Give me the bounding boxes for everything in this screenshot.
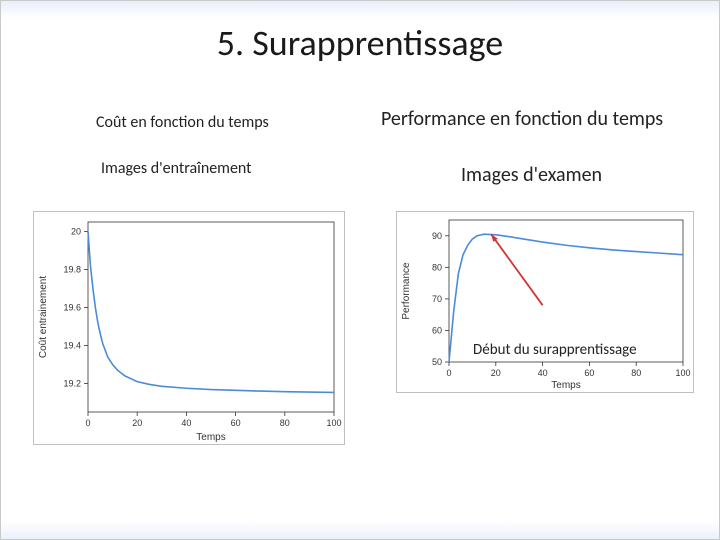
svg-text:80: 80 — [631, 368, 641, 378]
svg-text:40: 40 — [181, 418, 191, 428]
svg-text:90: 90 — [432, 231, 442, 241]
slide: 5. Surapprentissage Coût en fonction du … — [0, 0, 720, 540]
svg-text:Performance: Performance — [401, 262, 412, 320]
subtitle-exam-images: Images d'examen — [461, 163, 602, 187]
svg-text:20: 20 — [491, 368, 501, 378]
svg-text:100: 100 — [326, 418, 341, 428]
svg-text:80: 80 — [280, 418, 290, 428]
svg-text:19.4: 19.4 — [63, 341, 81, 351]
svg-text:80: 80 — [432, 262, 442, 272]
svg-text:Temps: Temps — [551, 380, 580, 391]
svg-text:60: 60 — [231, 418, 241, 428]
chart-cost-svg: 0 20 40 60 80 100 19.2 19.4 19.6 19.8 20 Temps Coût … — [34, 212, 344, 444]
chart-performance-svg: 0 20 40 60 80 100 50 60 70 80 90 Temps Performance — [397, 212, 693, 392]
svg-text:40: 40 — [538, 368, 548, 378]
svg-text:70: 70 — [432, 294, 442, 304]
svg-text:19.6: 19.6 — [63, 303, 81, 313]
svg-text:19.8: 19.8 — [63, 265, 81, 275]
svg-text:60: 60 — [432, 325, 442, 335]
svg-text:20: 20 — [132, 418, 142, 428]
subtitle-performance: Performance en fonction du temps — [381, 107, 663, 131]
svg-text:20: 20 — [71, 227, 81, 237]
chart-cost-vs-time: 0 20 40 60 80 100 19.2 19.4 19.6 19.8 20 Temps Coût … — [33, 211, 345, 445]
chart-performance-vs-time: 0 20 40 60 80 100 50 60 70 80 90 Temps Performance — [396, 211, 694, 393]
svg-text:60: 60 — [584, 368, 594, 378]
svg-text:Coût entrainement: Coût entrainement — [38, 276, 49, 358]
page-title: 5. Surapprentissage — [1, 21, 719, 65]
svg-text:0: 0 — [446, 368, 451, 378]
svg-text:Temps: Temps — [196, 432, 225, 443]
overfitting-annotation: Début du surapprentissage — [473, 341, 637, 359]
svg-text:19.2: 19.2 — [63, 379, 81, 389]
svg-text:100: 100 — [675, 368, 690, 378]
subtitle-cost: Coût en fonction du temps — [96, 113, 269, 132]
subtitle-train-images: Images d'entraînement — [101, 159, 252, 178]
svg-text:50: 50 — [432, 357, 442, 367]
svg-text:0: 0 — [85, 418, 90, 428]
